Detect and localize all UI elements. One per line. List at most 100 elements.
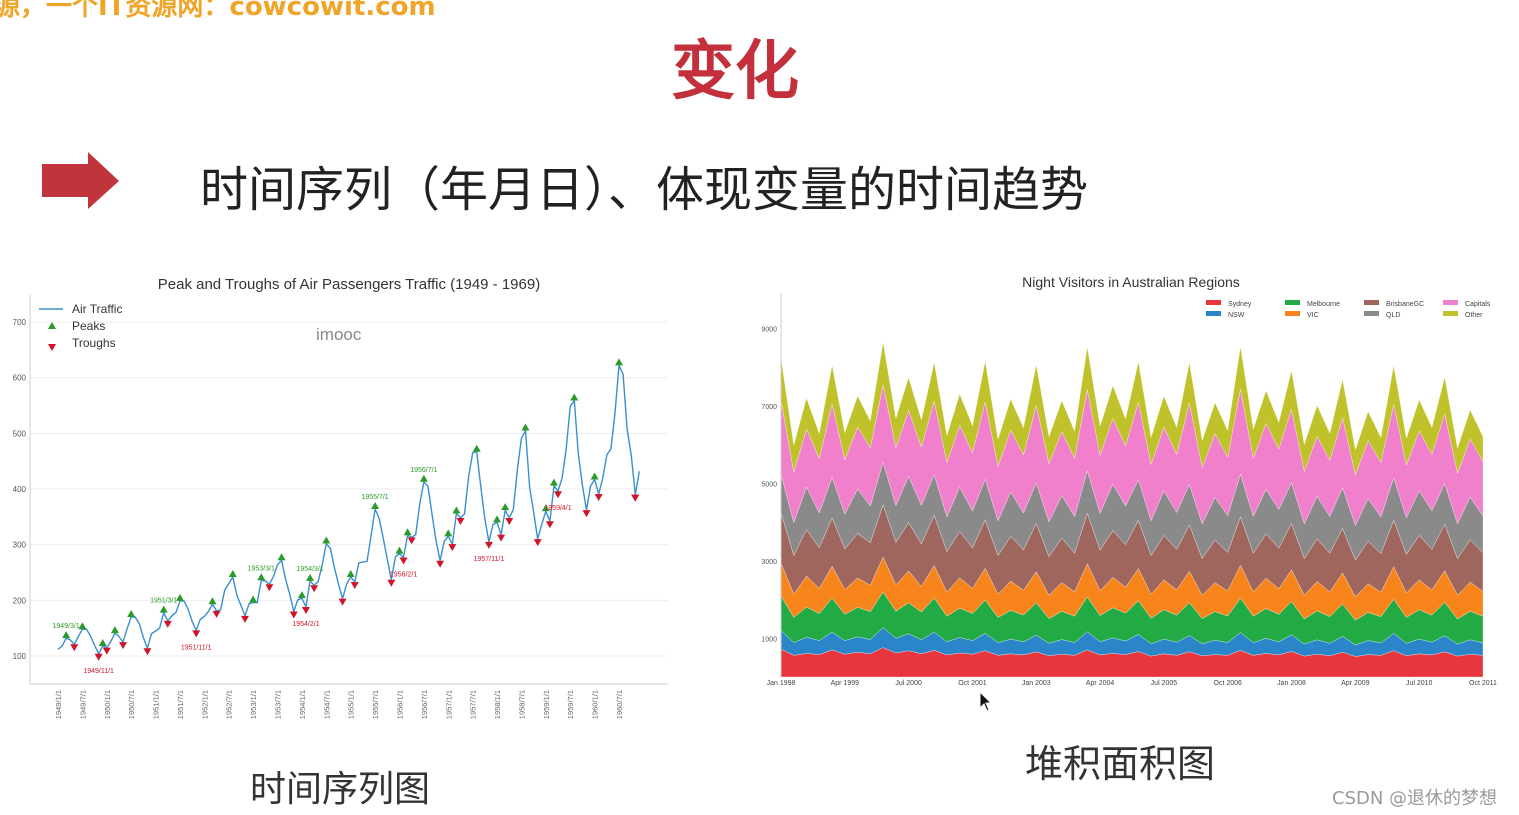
- x-tick-label: Apr 2004: [1086, 680, 1115, 687]
- x-tick-label: 1956/7/1: [420, 690, 429, 719]
- csdn-watermark: CSDN @退休的梦想: [1332, 788, 1498, 809]
- legend-label: Peaks: [72, 319, 105, 333]
- air-traffic-line-chart: 100 200 300 400 500 600 700 1949/1/1 1949/7/1 195…: [13, 295, 668, 719]
- annotation-label: 1951/3/1: [150, 598, 177, 605]
- peak-marker: [127, 610, 136, 618]
- peak-marker: [501, 503, 510, 511]
- trough-marker: [631, 494, 640, 502]
- trough-marker: [241, 615, 249, 623]
- legend-label: VIC: [1307, 312, 1319, 319]
- peak-marker: [419, 474, 428, 482]
- x-tick-label: 1954/1/1: [298, 690, 307, 719]
- peak-marker: [322, 536, 331, 544]
- annotation-label: 1954/2/1: [292, 621, 319, 628]
- trough-marker: [94, 653, 103, 661]
- peak-marker: [228, 569, 237, 577]
- peak-marker: [277, 553, 286, 561]
- annotation-label: 1955/7/1: [361, 494, 388, 501]
- peak-marker: [98, 638, 107, 646]
- peak-marker: [493, 515, 502, 523]
- x-tick-label: 1950/1/1: [103, 690, 112, 719]
- trough-marker: [448, 544, 457, 552]
- x-tick-label: 1959/7/1: [566, 690, 575, 719]
- legend-swatch-other: [1443, 311, 1458, 316]
- trough-marker: [484, 541, 493, 549]
- x-tick-label: 1949/7/1: [78, 690, 87, 719]
- left-chart-title: Peak and Troughs of Air Passengers Traff…: [157, 276, 541, 293]
- trough-marker: [310, 585, 319, 593]
- x-tick-label: 1953/1/1: [249, 690, 258, 719]
- y-tick-label: 500: [13, 429, 27, 438]
- x-tick-label: Jan 1998: [767, 680, 796, 687]
- legend-trough-swatch: [48, 344, 56, 351]
- y-tick-label: 400: [13, 485, 27, 494]
- legend-label: QLD: [1386, 312, 1400, 319]
- trough-marker: [436, 560, 445, 568]
- x-tick-label: 1960/1/1: [591, 690, 600, 719]
- arrow-right-icon: [42, 152, 119, 209]
- y-tick-label: 3000: [761, 559, 777, 566]
- x-tick-label: 1955/1/1: [347, 690, 356, 719]
- x-tick-label: Jul 2005: [1151, 680, 1178, 687]
- trough-marker: [456, 517, 465, 525]
- peak-marker: [403, 528, 412, 536]
- air-traffic-line: [57, 362, 640, 656]
- x-tick-label: Oct 2006: [1214, 680, 1243, 687]
- x-tick-label: 1952/1/1: [200, 690, 209, 719]
- peak-marker: [615, 358, 623, 366]
- imooc-watermark: imooc: [316, 325, 362, 344]
- x-tick-label: 1956/1/1: [395, 690, 404, 719]
- x-tick-label: 1953/7/1: [274, 690, 283, 719]
- area-other: [780, 342, 1484, 476]
- legend-swatch-capitals: [1443, 300, 1458, 305]
- x-tick-label: 1952/7/1: [225, 690, 234, 719]
- trough-marker: [143, 648, 152, 656]
- x-tick-label: 1958/1/1: [493, 690, 502, 719]
- legend-swatch-brisbanegc: [1364, 300, 1379, 305]
- trough-marker: [102, 647, 111, 655]
- right-chart-title: Night Visitors in Australian Regions: [1022, 274, 1240, 290]
- legend-label: Capitals: [1465, 301, 1491, 308]
- peak-marker: [257, 573, 266, 581]
- peak-marker: [110, 626, 119, 634]
- legend-label: Troughs: [72, 336, 116, 350]
- peak-marker: [549, 478, 558, 486]
- peak-marker: [62, 631, 71, 639]
- peak-marker: [249, 595, 258, 603]
- x-tick-label: Apr 2009: [1341, 680, 1370, 687]
- x-tick-label: 1949/1/1: [54, 690, 63, 719]
- x-tick-label: Jul 2000: [895, 680, 922, 687]
- x-tick-label: 1954/7/1: [322, 690, 331, 719]
- x-tick-label: Oct 2011: [1469, 680, 1497, 687]
- legend-label: Sydney: [1228, 301, 1252, 308]
- right-caption: 堆积面积图: [1025, 742, 1216, 786]
- peak-marker: [306, 573, 315, 581]
- trough-marker: [407, 537, 416, 545]
- x-tick-label: 1951/1/1: [152, 690, 161, 719]
- peak-marker: [208, 597, 217, 605]
- trough-marker: [533, 539, 542, 547]
- trough-marker: [119, 642, 128, 650]
- trough-marker: [70, 644, 79, 652]
- trough-marker: [338, 598, 347, 606]
- legend-label: Melbourne: [1307, 301, 1340, 308]
- legend-swatch-vic: [1285, 311, 1300, 316]
- y-tick-label: 300: [13, 541, 27, 550]
- x-tick-label: 1955/7/1: [371, 690, 380, 719]
- night-visitors-stacked-area-chart: 1000 3000 5000 7000 9000 Jan 1998 Apr 1999 Jul …: [761, 293, 1497, 687]
- trough-marker: [554, 491, 563, 499]
- peak-marker: [159, 605, 168, 613]
- mouse-cursor-icon: [979, 691, 993, 712]
- trough-marker: [545, 521, 554, 529]
- annotation-label: 1956/7/1: [410, 467, 437, 474]
- legend-label: Air Traffic: [72, 302, 122, 316]
- trough-marker: [212, 610, 221, 618]
- slide-heading: 时间序列（年月日）、体现变量的时间趋势: [200, 162, 1089, 218]
- x-tick-label: 1959/1/1: [542, 690, 551, 719]
- trough-marker: [192, 630, 201, 638]
- legend-swatch-nsw: [1206, 311, 1221, 316]
- x-tick-label: 1958/7/1: [517, 690, 526, 719]
- legend-label: BrisbaneGC: [1386, 301, 1424, 308]
- annotation-label: 1949/11/1: [83, 668, 114, 675]
- y-tick-label: 700: [13, 318, 27, 327]
